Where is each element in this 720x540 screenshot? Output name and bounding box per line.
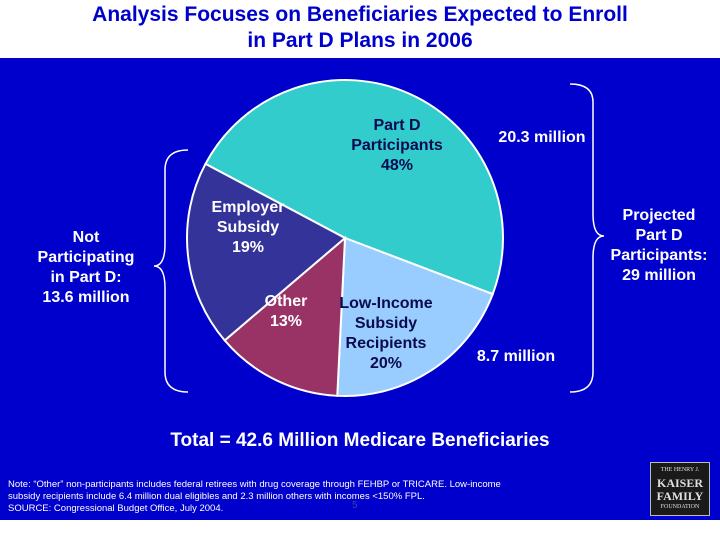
pie-slice-other [223, 235, 347, 397]
right-brace [569, 83, 605, 393]
page-number: 5 [352, 500, 358, 511]
title-band: Analysis Focuses on Beneficiaries Expect… [0, 0, 720, 58]
pie-slice-part-d-participants [204, 79, 504, 296]
pie-slice-low-income-subsidy-recipients [336, 236, 494, 397]
low-income-label: Low-Income Subsidy Recipients 20% [339, 295, 433, 372]
low-income-amount: 8.7 million [476, 348, 556, 365]
pie-chart [153, 79, 605, 397]
pie-slice-employer-subsidy [186, 162, 347, 342]
part-d-amount: 20.3 million [498, 129, 586, 146]
footnote: Note: “Other” non-participants includes … [8, 479, 501, 514]
total-label: Total = 42.6 Million Medicare Beneficiar… [170, 430, 550, 451]
not-participating-label: Not Participating in Part D: 13.6 millio… [37, 229, 135, 306]
other-label: Other 13% [264, 293, 308, 330]
slide-title: Analysis Focuses on Beneficiaries Expect… [92, 3, 628, 52]
left-brace [153, 149, 189, 393]
slide: Analysis Focuses on Beneficiaries Expect… [0, 0, 720, 520]
kaiser-family-foundation-logo: THE HENRY J. KAISER FAMILY FOUNDATION [650, 462, 710, 516]
part-d-label: Part D Participants 48% [351, 117, 443, 174]
projected-participants-label: Projected Part D Participants: 29 millio… [610, 207, 708, 284]
employer-label: Employer Subsidy 19% [211, 199, 285, 256]
